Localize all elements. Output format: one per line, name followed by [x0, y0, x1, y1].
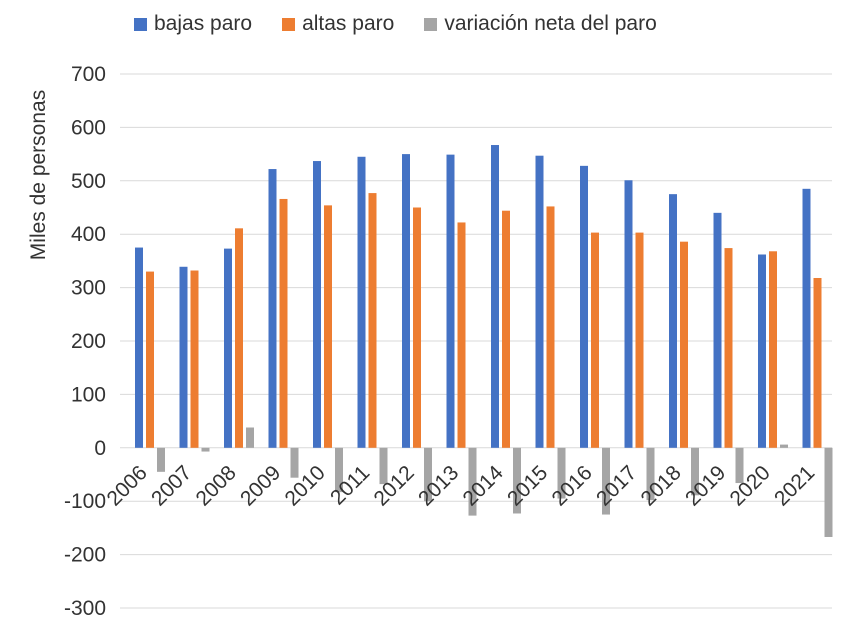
bar-bajas-paro-2007 [179, 266, 188, 448]
x-tick-label: 2009 [236, 461, 285, 510]
y-tick-label: 0 [94, 437, 106, 460]
bar-altas-paro-2015 [546, 206, 555, 448]
y-tick-label: 100 [71, 383, 106, 406]
bar-variación-neta-del-paro-2009 [290, 447, 299, 478]
bar-bajas-paro-2009 [268, 169, 277, 448]
y-tick-label: -200 [64, 544, 106, 567]
y-tick-label: 300 [71, 277, 106, 300]
bar-variación-neta-del-paro-2008 [246, 427, 254, 448]
legend-label-bajas-paro: bajas paro [154, 12, 253, 35]
x-tick-label: 2016 [547, 461, 596, 510]
x-tick-label: 2020 [725, 461, 774, 510]
legend-item-altas-paro: altas paro [282, 12, 394, 36]
x-tick-label: 2010 [280, 461, 329, 510]
bar-altas-paro-2012 [413, 207, 421, 448]
bar-altas-paro-2016 [591, 232, 599, 448]
legend-item-variacion-neta: variación neta del paro [424, 12, 657, 36]
bar-altas-paro-2011 [368, 193, 377, 448]
bar-bajas-paro-2015 [535, 155, 544, 448]
y-tick-label: 700 [71, 63, 106, 86]
bar-altas-paro-2009 [279, 198, 288, 448]
bar-variación-neta-del-paro-2014 [513, 447, 521, 514]
y-tick-label: 200 [71, 330, 106, 353]
x-tick-label: 2015 [503, 461, 552, 510]
legend-label-variacion-neta: variación neta del paro [444, 12, 657, 35]
bar-variación-neta-del-paro-2021 [824, 447, 833, 537]
bar-variación-neta-del-paro-2020 [780, 444, 788, 448]
y-tick-label: 500 [71, 170, 106, 193]
bar-bajas-paro-2021 [802, 188, 811, 448]
bar-variación-neta-del-paro-2006 [157, 447, 165, 472]
legend-label-altas-paro: altas paro [302, 12, 395, 35]
legend-swatch-bajas-paro [134, 17, 147, 31]
bar-variación-neta-del-paro-2018 [691, 447, 699, 496]
bar-altas-paro-2017 [635, 232, 644, 448]
y-tick-label: -300 [64, 597, 106, 620]
bar-bajas-paro-2012 [402, 154, 410, 448]
bar-bajas-paro-2006 [135, 247, 143, 448]
legend-swatch-altas-paro [282, 17, 296, 31]
bar-variación-neta-del-paro-2016 [602, 447, 610, 515]
bar-bajas-paro-2020 [758, 254, 766, 448]
x-tick-label: 2017 [592, 461, 641, 510]
x-tick-label: 2018 [636, 461, 685, 510]
bar-bajas-paro-2019 [713, 212, 722, 448]
bar-altas-paro-2018 [680, 241, 688, 448]
bar-bajas-paro-2017 [624, 180, 633, 448]
bar-variación-neta-del-paro-2011 [379, 447, 388, 485]
x-tick-label: 2012 [369, 461, 418, 510]
x-tick-label: 2011 [326, 461, 374, 509]
x-tick-label: 2007 [147, 461, 196, 510]
bar-bajas-paro-2008 [224, 248, 232, 448]
bar-variación-neta-del-paro-2007 [201, 447, 210, 452]
y-tick-label: -100 [64, 490, 106, 513]
x-tick-label: 2006 [102, 461, 151, 510]
x-tick-label: 2008 [191, 461, 240, 510]
bar-altas-paro-2020 [769, 251, 777, 448]
x-tick-label: 2014 [458, 461, 508, 511]
bar-variación-neta-del-paro-2010 [335, 447, 343, 493]
bar-altas-paro-2021 [813, 277, 822, 448]
bar-variación-neta-del-paro-2017 [646, 447, 655, 501]
bar-variación-neta-del-paro-2013 [468, 447, 477, 516]
bar-variación-neta-del-paro-2012 [424, 447, 432, 502]
bar-altas-paro-2013 [457, 222, 466, 448]
bar-altas-paro-2014 [502, 210, 510, 448]
y-tick-label: 400 [71, 223, 106, 246]
legend-item-bajas-paro: bajas paro [134, 12, 252, 36]
bar-bajas-paro-2018 [669, 194, 677, 448]
x-tick-label: 2019 [681, 461, 730, 510]
bar-bajas-paro-2010 [313, 161, 321, 448]
bar-altas-paro-2008 [235, 228, 243, 448]
y-tick-label: 600 [71, 116, 106, 139]
bar-altas-paro-2006 [146, 271, 154, 448]
bar-altas-paro-2010 [324, 205, 332, 448]
bar-bajas-paro-2013 [446, 154, 455, 448]
bar-altas-paro-2019 [724, 248, 733, 448]
bar-variación-neta-del-paro-2015 [557, 447, 566, 499]
x-tick-label: 2021 [770, 461, 819, 510]
bar-bajas-paro-2014 [491, 145, 499, 448]
bar-bajas-paro-2011 [357, 156, 366, 448]
x-tick-label: 2013 [414, 461, 463, 510]
chart-legend: bajas paro altas paro variación neta del… [134, 12, 657, 36]
legend-swatch-variacion-neta [424, 17, 438, 31]
bar-altas-paro-2007 [190, 270, 199, 448]
bar-bajas-paro-2016 [580, 165, 588, 448]
bar-variación-neta-del-paro-2019 [735, 447, 744, 484]
